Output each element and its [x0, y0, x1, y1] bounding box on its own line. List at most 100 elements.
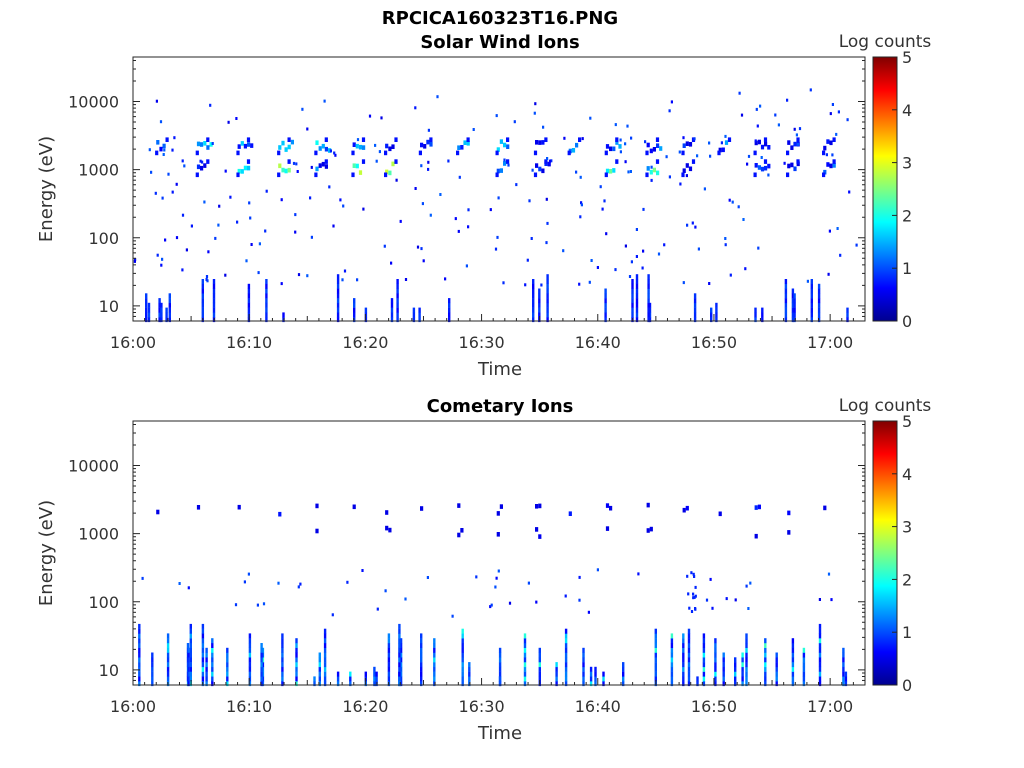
- spectrogram-cell: [247, 302, 251, 308]
- spectrogram-cell: [544, 137, 548, 142]
- spectrogram-cell: [189, 671, 192, 677]
- spectrogram-cell: [523, 643, 527, 648]
- spectrogram-cell: [754, 317, 757, 323]
- spectrogram-cell: [249, 216, 252, 220]
- spectrogram-cell: [775, 671, 778, 677]
- spectrogram-cell: [494, 247, 498, 251]
- spectrogram-cell: [761, 312, 764, 318]
- spectrogram-cell: [151, 666, 154, 672]
- spectrogram-cell: [212, 302, 216, 308]
- spectrogram-cell: [166, 671, 170, 677]
- spectrogram-cell: [538, 140, 542, 145]
- x-tick-label: 16:20: [342, 333, 388, 352]
- spectrogram-cell: [602, 671, 605, 677]
- spectrogram-cell: [654, 643, 657, 648]
- spectrogram-cell: [396, 312, 399, 318]
- spectrogram-cell: [818, 671, 822, 677]
- spectrogram-cell: [791, 662, 795, 668]
- spectrogram-cell: [550, 159, 553, 163]
- spectrogram-cell: [321, 161, 325, 167]
- spectrogram-cell: [133, 259, 136, 263]
- spectrogram-cell: [318, 676, 321, 682]
- spectrogram-cell: [754, 139, 757, 143]
- spectrogram-cell: [418, 307, 421, 313]
- spectrogram-cell: [818, 633, 822, 639]
- spectrogram-cell: [631, 279, 634, 284]
- x-tick-label: 16:10: [226, 697, 272, 716]
- spectrogram-cell: [702, 633, 706, 639]
- spectrogram-cell: [385, 525, 389, 531]
- spectrogram-cell: [513, 120, 516, 124]
- spectrogram-cell: [818, 657, 822, 663]
- spectrogram-cell: [655, 137, 660, 142]
- spectrogram-cell: [205, 652, 208, 658]
- spectrogram-cell: [183, 164, 186, 168]
- spectrogram-cell: [764, 676, 767, 682]
- spectrogram-cell: [564, 633, 568, 639]
- spectrogram-cell: [388, 527, 392, 533]
- spectrogram-cell: [694, 585, 697, 589]
- spectrogram-cell: [260, 647, 263, 653]
- spectrogram-cell: [281, 671, 284, 677]
- spectrogram-cell: [622, 662, 625, 668]
- spectrogram-cell: [764, 647, 767, 653]
- spectrogram-cell: [201, 298, 204, 304]
- spectrogram-cell: [499, 168, 503, 173]
- spectrogram-cell: [589, 671, 593, 677]
- spectrogram-cell: [390, 261, 393, 265]
- spectrogram-cell: [387, 657, 391, 663]
- spectrogram-cell: [647, 288, 650, 294]
- spectrogram-cell: [709, 577, 712, 581]
- spectrogram-cell: [361, 569, 364, 572]
- spectrogram-cell: [353, 302, 356, 308]
- spectrogram-cell: [205, 681, 208, 687]
- spectrogram-cell: [375, 159, 378, 163]
- spectrogram-cell: [436, 95, 439, 99]
- spectrogram-cell: [548, 159, 552, 163]
- spectrogram-cell: [599, 185, 602, 189]
- spectrogram-cell: [646, 166, 650, 171]
- spectrogram-cell: [331, 613, 334, 617]
- spectrogram-cell: [829, 163, 833, 169]
- spectrogram-cell: [687, 662, 691, 668]
- spectrogram-cell: [201, 647, 205, 653]
- spectrogram-cell: [151, 671, 154, 677]
- spectrogram-cell: [260, 662, 263, 668]
- spectrogram-cell: [398, 633, 401, 639]
- spectrogram-cell: [654, 666, 657, 672]
- spectrogram-cell: [243, 580, 246, 584]
- spectrogram-cell: [757, 246, 760, 250]
- spectrogram-cell: [189, 633, 192, 639]
- spectrogram-cell: [630, 260, 633, 264]
- spectrogram-cell: [151, 676, 154, 682]
- spectrogram-cell: [546, 157, 549, 160]
- spectrogram-cell: [741, 681, 744, 687]
- spectrogram-cell: [737, 205, 740, 209]
- spectrogram-cell: [649, 526, 653, 532]
- spectrogram-cell: [523, 633, 527, 639]
- spectrogram-cell: [832, 159, 836, 164]
- spectrogram-cell: [323, 676, 327, 682]
- spectrogram-cell: [351, 150, 355, 156]
- spectrogram-cell: [784, 283, 788, 289]
- spectrogram-cell: [160, 317, 163, 323]
- spectrogram-cell: [604, 288, 607, 294]
- spectrogram-cell: [161, 257, 164, 261]
- spectrogram-cell: [247, 165, 251, 171]
- spectrogram-cell: [627, 170, 630, 174]
- spectrogram-cell: [791, 671, 795, 677]
- spectrogram-cell: [555, 662, 558, 668]
- spectrogram-cell: [544, 159, 548, 164]
- spectrogram-cell: [548, 162, 551, 165]
- spectrogram-cell: [206, 159, 210, 164]
- spectrogram-cell: [168, 312, 171, 318]
- spectrogram-cell: [294, 213, 297, 217]
- spectrogram-cell: [694, 594, 697, 598]
- spectrogram-cell: [784, 302, 788, 308]
- spectrogram-cell: [614, 123, 617, 127]
- spectrogram-cell: [764, 638, 767, 644]
- spectrogram-cell: [398, 681, 401, 687]
- spectrogram-cell: [568, 511, 572, 516]
- spectrogram-cell: [201, 283, 204, 289]
